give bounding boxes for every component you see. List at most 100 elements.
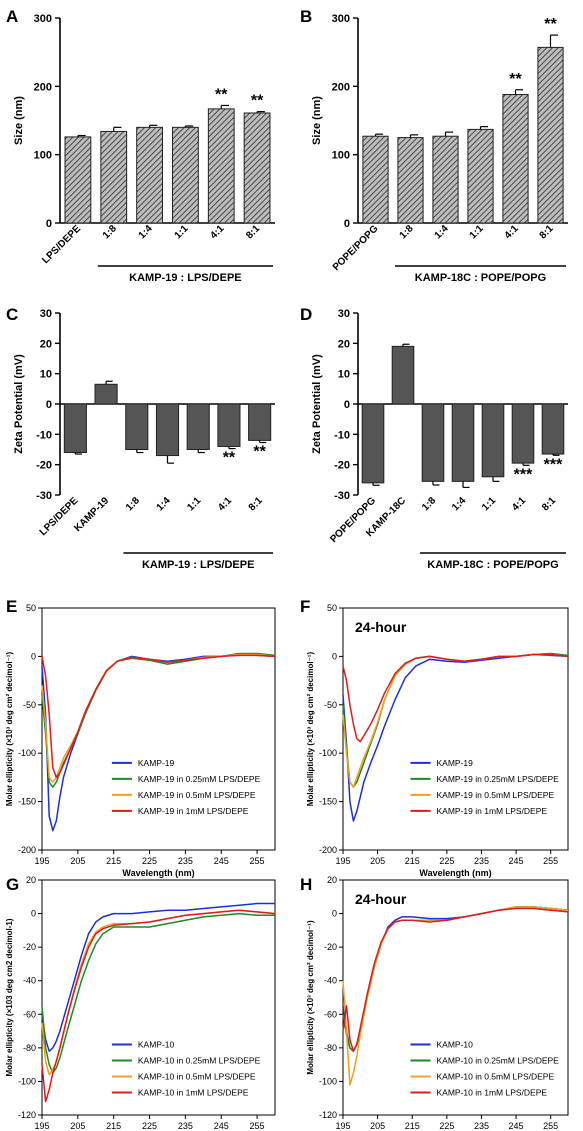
x-tick-label: 1:1 — [173, 223, 191, 241]
y-tick-label: -60 — [324, 1009, 337, 1019]
y-tick-label: 50 — [327, 603, 337, 613]
legend-label: KAMP-19 in 0.5mM LPS/DEPE — [437, 790, 555, 800]
bar — [467, 128, 494, 224]
y-tick-label: -80 — [324, 1043, 337, 1053]
panel-letter: C — [6, 305, 18, 324]
x-axis-label: Wavelength (nm) — [122, 868, 194, 878]
y-axis-label: Molar ellipticity (×103 deg cm2 decimol-… — [5, 918, 14, 1076]
y-tick-label: -40 — [23, 976, 36, 986]
x-tick-label: 8:1 — [538, 223, 556, 241]
x-tick-label: 205 — [370, 856, 385, 866]
panel-letter: E — [6, 597, 17, 616]
y-tick-label: 0 — [332, 651, 337, 661]
x-axis-label: Wavelength (nm) — [419, 868, 491, 878]
legend-label: KAMP-10 in 1mM LPS/DEPE — [138, 1088, 249, 1098]
x-tick-label: 1:4 — [433, 223, 451, 241]
significance-label: *** — [544, 456, 563, 473]
x-tick-label: 215 — [106, 856, 121, 866]
x-tick-label: 1:8 — [101, 223, 119, 241]
y-tick-label: 0 — [46, 218, 52, 230]
x-tick-label: 215 — [405, 1121, 420, 1131]
y-tick-label: -80 — [23, 1043, 36, 1053]
x-tick-label: 8:1 — [540, 495, 558, 513]
y-axis-label: Zeta Potential (mV) — [13, 354, 25, 454]
y-tick-label: 10 — [338, 369, 350, 381]
legend-label: KAMP-19 in 0.25mM LPS/DEPE — [138, 774, 261, 784]
bar — [155, 403, 180, 457]
series-line — [41, 654, 276, 779]
y-tick-label: -50 — [324, 700, 337, 710]
legend-label: KAMP-19 — [138, 758, 175, 768]
x-tick-label: 245 — [509, 856, 524, 866]
x-tick-label: 1:8 — [420, 495, 438, 513]
significance-label: ** — [253, 444, 266, 461]
x-tick-label: 245 — [214, 1121, 229, 1131]
y-tick-label: -200 — [18, 845, 36, 855]
legend-label: KAMP-19 in 0.5mM LPS/DEPE — [138, 790, 256, 800]
x-tick-label: 4:1 — [216, 495, 234, 513]
panel-h: H 195 205 215 225 235 245 255 -120 -100 -80 -60 -40 -… — [300, 875, 569, 1131]
bar — [63, 403, 87, 454]
plot-frame — [41, 879, 276, 1116]
x-tick-label: 245 — [509, 1121, 524, 1131]
y-tick-label: 50 — [26, 603, 36, 613]
bar — [100, 130, 128, 224]
y-tick-label: -20 — [334, 460, 350, 472]
x-tick-label: 195 — [34, 856, 49, 866]
series-line — [41, 909, 276, 1076]
y-tick-label: -60 — [23, 1009, 36, 1019]
legend-label: KAMP-19 in 1mM LPS/DEPE — [138, 806, 249, 816]
legend-label: KAMP-19 — [437, 758, 474, 768]
x-tick-label: 1:4 — [450, 495, 468, 513]
y-axis-label: Zeta Potential (mV) — [311, 354, 323, 454]
plot-frame — [41, 607, 276, 851]
x-tick-label: 225 — [142, 856, 157, 866]
y-tick-label: 300 — [34, 13, 52, 25]
y-tick-label: 0 — [344, 399, 350, 411]
bar — [421, 403, 445, 482]
legend-label: KAMP-10 — [138, 1040, 175, 1050]
y-tick-label: -120 — [319, 1110, 337, 1120]
x-tick-label: 205 — [370, 1121, 385, 1131]
x-tick-label: 225 — [439, 856, 454, 866]
bar — [217, 403, 241, 447]
y-tick-label: 0 — [31, 909, 36, 919]
y-tick-label: -120 — [18, 1110, 36, 1120]
y-tick-label: 30 — [338, 308, 350, 320]
y-tick-label: 10 — [40, 369, 52, 381]
y-tick-label: 0 — [31, 651, 36, 661]
y-tick-label: -200 — [319, 845, 337, 855]
bar — [432, 135, 459, 224]
x-tick-label: 255 — [543, 856, 558, 866]
x-tick-label: 205 — [70, 1121, 85, 1131]
y-tick-label: 20 — [338, 338, 350, 350]
bar — [207, 108, 235, 224]
x-tick-label: 215 — [106, 1121, 121, 1131]
x-tick-label: 235 — [178, 1121, 193, 1131]
x-tick-label: 1:1 — [185, 495, 203, 513]
x-tick-label: 215 — [405, 856, 420, 866]
x-tick-label: 8:1 — [244, 223, 262, 241]
y-tick-label: -10 — [334, 429, 350, 441]
x-tick-label: 1:8 — [398, 223, 416, 241]
bar — [136, 126, 163, 224]
y-axis-label: Molar ellipticity (×10³ deg cm² decimol⁻… — [306, 652, 315, 807]
y-tick-label: 100 — [34, 150, 52, 162]
bar — [243, 112, 271, 224]
x-tick-label: 4:1 — [208, 223, 226, 241]
panel-f: F 195 205 215 225 235 245 255 -200 -150 -100 -50 0 50… — [300, 597, 569, 878]
series-line — [41, 909, 276, 1103]
y-tick-label: -40 — [324, 976, 337, 986]
series-line — [342, 906, 569, 1052]
panel-letter: H — [300, 875, 312, 894]
y-tick-label: 30 — [40, 308, 52, 320]
y-tick-label: -100 — [319, 1076, 337, 1086]
significance-label: ** — [544, 16, 557, 33]
x-tick-label: 235 — [474, 1121, 489, 1131]
legend-label: KAMP-19 in 1mM LPS/DEPE — [437, 806, 548, 816]
legend-label: KAMP-10 in 0.5mM LPS/DEPE — [138, 1072, 256, 1082]
y-tick-label: 300 — [332, 13, 350, 25]
y-tick-label: 0 — [344, 218, 350, 230]
